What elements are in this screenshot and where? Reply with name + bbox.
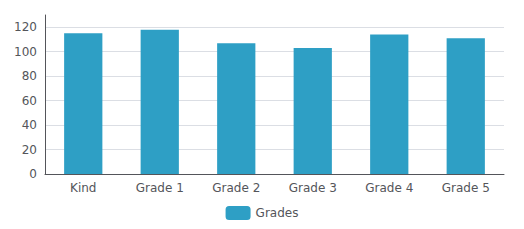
svg-text:Grades: Grades (256, 206, 299, 220)
svg-text:Grade 2: Grade 2 (212, 181, 260, 195)
svg-text:80: 80 (22, 69, 37, 83)
svg-text:0: 0 (29, 167, 37, 181)
svg-text:Grade 1: Grade 1 (136, 181, 184, 195)
svg-text:Grade 3: Grade 3 (289, 181, 337, 195)
svg-text:60: 60 (22, 94, 37, 108)
svg-text:Grade 4: Grade 4 (365, 181, 413, 195)
svg-text:40: 40 (22, 118, 37, 132)
svg-text:Kind: Kind (70, 181, 96, 195)
svg-text:Grade 5: Grade 5 (442, 181, 490, 195)
svg-text:20: 20 (22, 143, 37, 157)
svg-text:100: 100 (14, 45, 37, 59)
svg-text:120: 120 (14, 20, 37, 34)
